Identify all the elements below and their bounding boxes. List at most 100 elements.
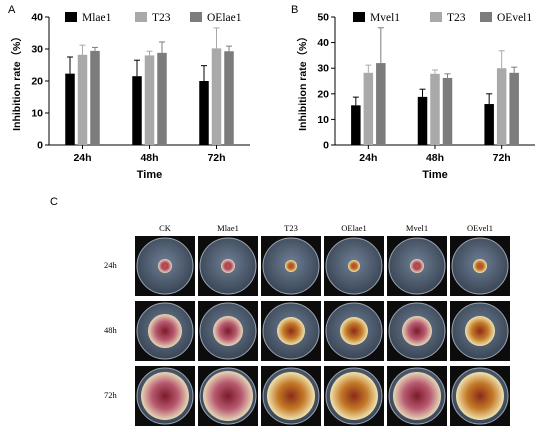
bar [90,50,100,145]
chart-b: 0 10 20 30 40 50 24h 48h 72h Time Inhibition rate（… [296,12,535,181]
bar [376,63,386,145]
petri-dish [136,237,194,295]
fungal-colony [456,372,504,420]
y-axis-title: Inhibition rate（%） [296,31,309,131]
x-tick-label: 48h [140,152,158,164]
petri-dish [136,367,194,425]
petri-dish [262,367,320,425]
plate-image [261,236,321,296]
fungal-colony [141,372,189,420]
petri-dish [199,367,257,425]
x-tick-label: 72h [207,152,225,164]
plate-image [387,236,447,296]
plate-image [198,236,258,296]
bar [132,76,142,145]
bar [65,73,75,145]
legend-label: OEvel1 [497,12,532,24]
petri-dish [388,367,446,425]
petri-dish [136,302,194,360]
bar [77,54,88,146]
y-tick-label: 30 [31,44,43,56]
y-axis-title: Inhibition rate（%） [10,31,23,131]
plate-image [450,301,510,361]
petri-dish [325,302,383,360]
petri-dish [451,367,509,425]
legend-label: Mvel1 [370,12,400,24]
panel-label-a: A [8,4,16,16]
legend-swatch [480,12,492,22]
y-tick-label: 20 [31,76,43,88]
legend-swatch [353,12,365,22]
plate-column-label: CK [159,223,171,233]
y-tick-label: 20 [317,88,329,100]
petri-dish [199,302,257,360]
x-axis-title: Time [137,169,162,181]
petri-dish [199,237,257,295]
legend-swatch [430,12,442,22]
fungal-colony [340,317,368,345]
plate-image [198,366,258,426]
plate-column-label: Mvel1 [405,223,429,233]
bar [211,48,222,145]
petri-dish [388,237,446,295]
legend-label: T23 [152,12,171,24]
bar [430,73,440,145]
x-tick-label: 72h [493,152,511,164]
plate-row-label: 24h [104,260,117,270]
bar [157,52,167,146]
fungal-colony [213,316,243,346]
legend-label: T23 [447,12,466,24]
panel-label-b: B [291,4,299,16]
legend-swatch [135,12,147,22]
plate-image [135,366,195,426]
plate-image [387,366,447,426]
bar [496,68,507,145]
plate-image [135,236,195,296]
panel-label-c: C [50,196,58,208]
fungal-colony [148,314,182,348]
x-tick-label: 48h [426,152,444,164]
y-tick-label: 10 [31,108,43,120]
plate-column-label: Mlae1 [217,223,239,233]
x-tick-label: 24h [359,152,377,164]
colony-center [414,263,420,269]
y-tick-label: 0 [37,140,43,152]
plate-image [261,301,321,361]
fungal-colony [203,371,253,421]
petri-dish [451,237,509,295]
legend-swatch [190,12,202,22]
legend-label: OElae1 [207,12,242,24]
legend-swatch [65,12,77,22]
plate-image [261,366,321,426]
petri-dish [451,302,509,360]
colony-center [162,263,168,269]
plate-column-label: OElae1 [341,223,367,233]
bar [417,96,428,145]
fungal-colony [465,316,495,346]
legend-label: Mlae1 [82,12,112,24]
bar [199,81,209,145]
plate-image [198,301,258,361]
y-tick-label: 0 [323,140,329,152]
petri-dish [262,302,320,360]
y-tick-label: 50 [317,12,329,24]
fungal-colony [402,316,432,346]
bar [351,105,361,145]
bar [442,77,453,145]
fungal-colony [330,372,378,420]
colony-center [351,263,357,269]
fungal-colony [267,372,315,420]
petri-dish [325,237,383,295]
y-tick-label: 30 [317,63,329,75]
petri-dish [262,237,320,295]
plate-row-label: 72h [104,390,117,400]
colony-center [288,263,294,269]
colony-center [477,263,483,269]
plate-image [324,236,384,296]
fungal-colony [393,372,441,420]
y-tick-label: 40 [317,37,329,49]
bar [224,51,234,145]
plate-image [135,301,195,361]
bar [144,55,155,145]
bar [509,72,519,145]
